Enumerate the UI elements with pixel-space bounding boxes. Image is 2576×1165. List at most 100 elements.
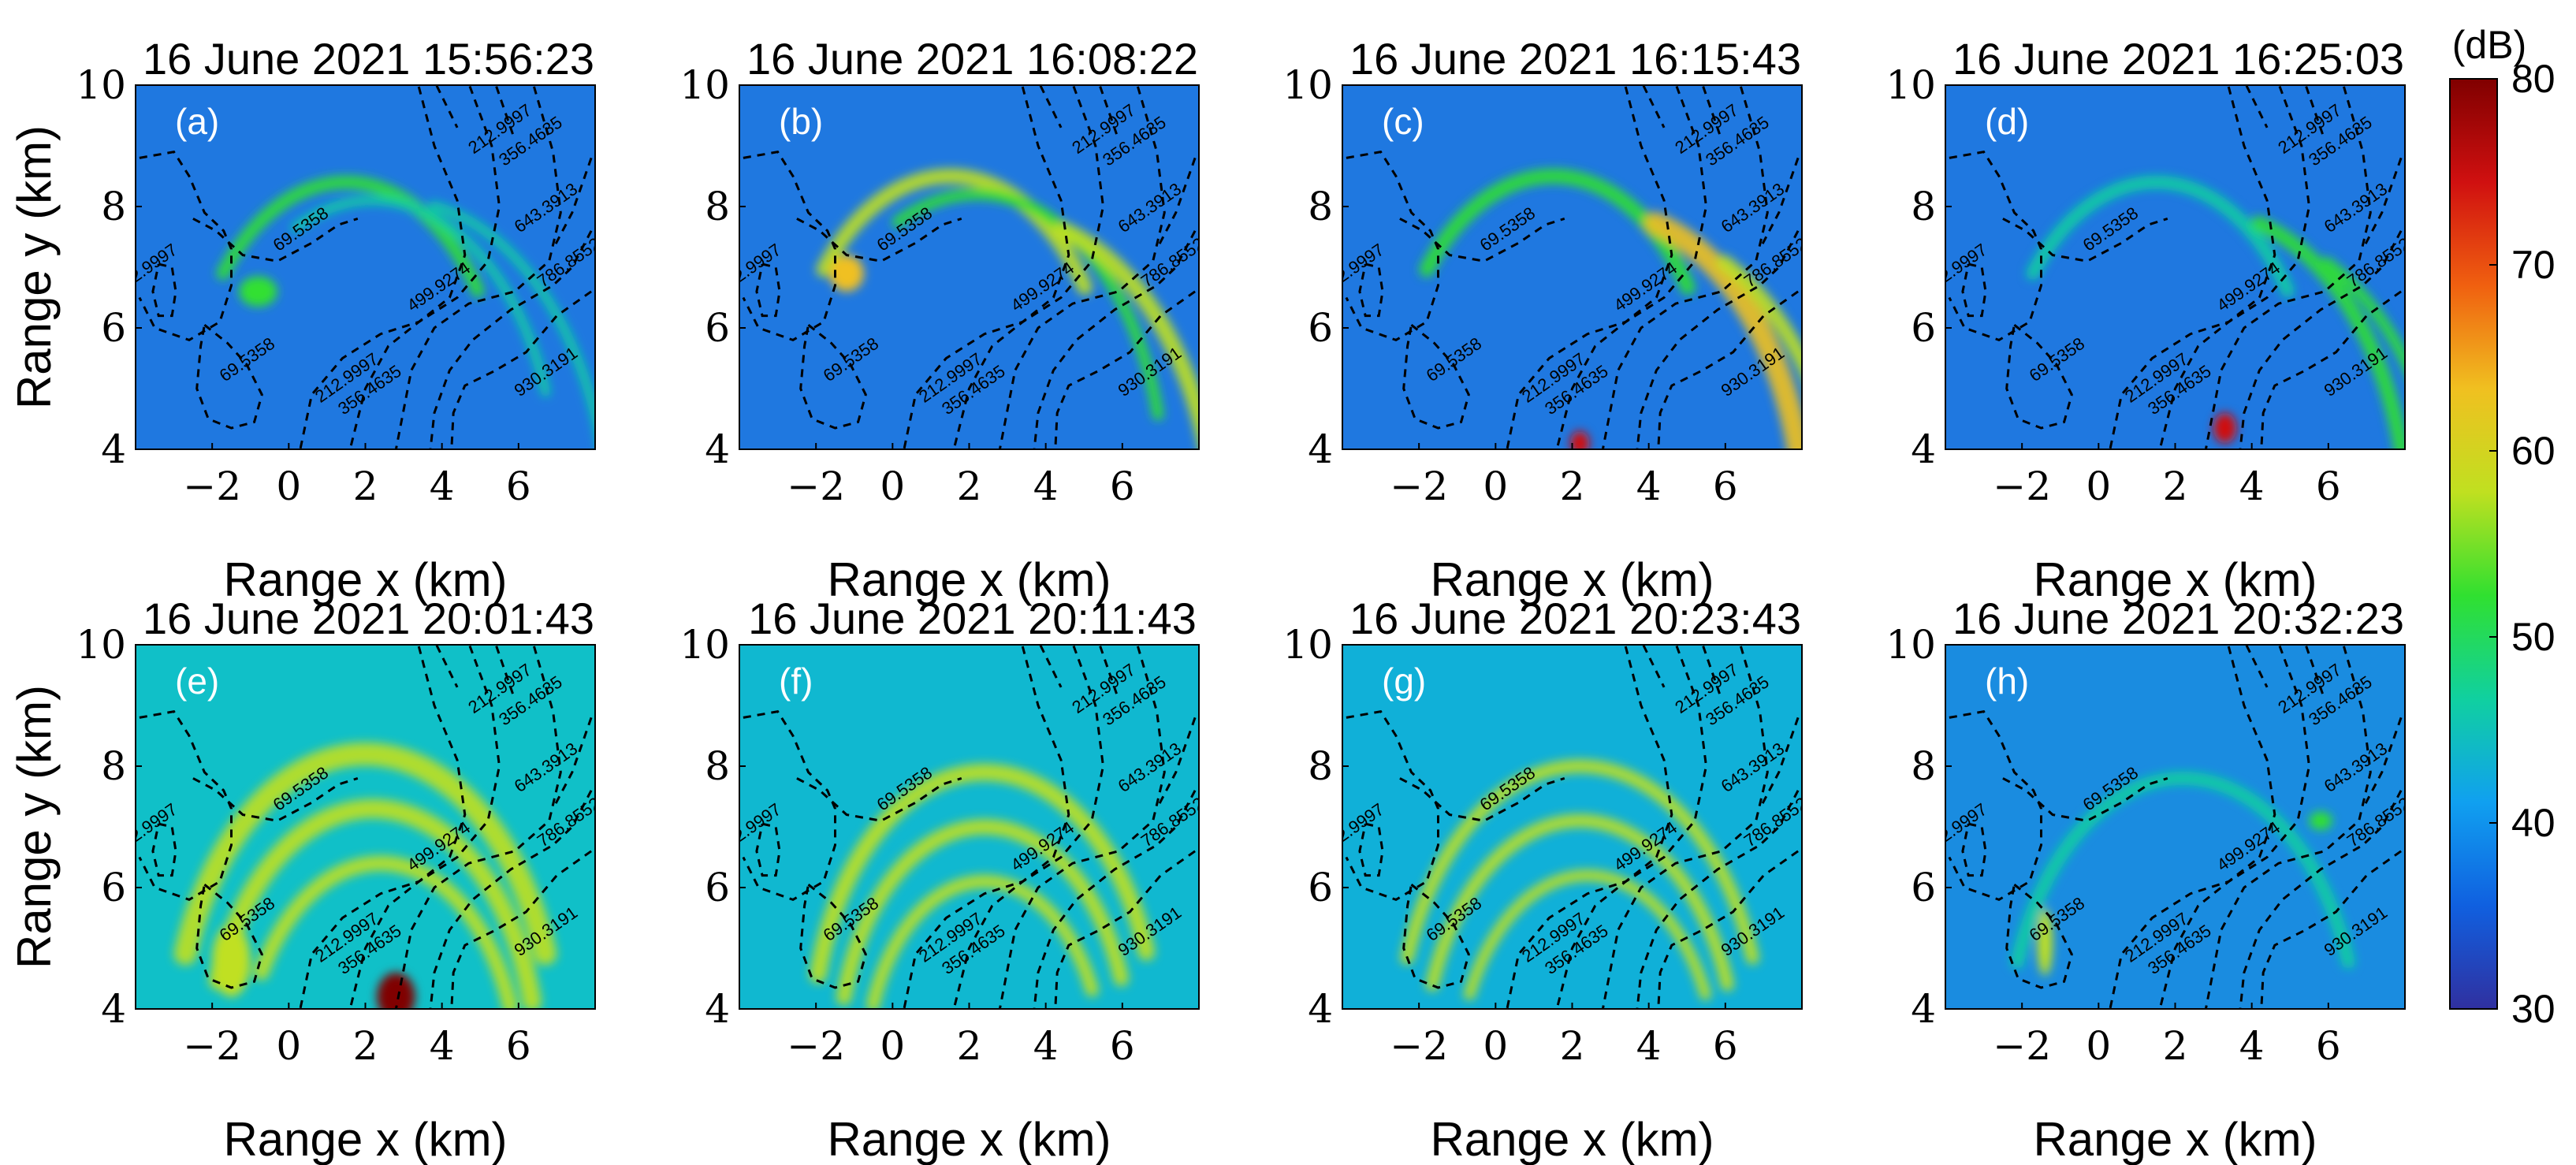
echo-blob [239,276,277,307]
echo-arc [1053,221,1199,449]
x-axis-label: Range x (km) [223,553,507,606]
y-tick-label: 8 [1911,184,1936,229]
contour-line [151,822,177,877]
x-tick-label: 6 [2316,463,2341,509]
contour-line [2260,850,2402,1009]
echo-blob [2213,412,2237,444]
x-tick-label: −2 [787,463,845,509]
contour-line [1657,290,1799,449]
contour-line [195,324,263,430]
contour-line [1657,850,1799,1009]
x-tick-label: 4 [2239,1023,2265,1069]
y-tick-label: 10 [76,622,126,668]
contour-line [552,716,593,810]
contour-line [755,822,781,877]
y-tick-label: 10 [1282,62,1333,108]
x-tick-label: 4 [430,463,455,509]
contour-line [195,884,263,989]
contour-line [998,645,1166,1009]
x-axis-label: Range x (km) [827,1113,1111,1165]
contour-line [450,850,592,1009]
echo-features [809,763,1156,1009]
contour-line [1345,710,1439,902]
echo-features [173,743,557,1009]
echo-arc [1425,813,1734,992]
x-tick-label: 2 [957,1023,982,1069]
panel-title: 16 June 2021 16:15:43 [1349,34,1801,84]
echo-blob [377,972,415,1009]
colorbar: 30 40 50 60 70 80(dB) [2449,23,2556,1031]
x-tick-label: −2 [1993,1023,2051,1069]
y-tick-label: 6 [1308,865,1333,910]
panel-letter: (e) [175,661,219,702]
x-tick-label: 2 [2163,1023,2188,1069]
contour-line [1948,151,2042,342]
echo-arc [1400,759,1759,965]
x-tick-label: −2 [1390,1023,1448,1069]
panel-letter: (a) [175,101,219,142]
contour-line [2158,645,2311,1009]
x-tick-label: 0 [276,1023,301,1069]
contour-line [1759,157,1800,250]
contour-line [1038,85,1063,128]
contour-line [494,85,516,140]
contour-line [348,85,501,449]
x-tick-label: 6 [1110,463,1135,509]
y-tick-label: 10 [1885,62,1936,108]
contour-line [394,645,562,1009]
colorbar-tick-label: 30 [2511,987,2556,1031]
x-tick-label: −2 [1993,463,2051,509]
y-tick-label: 8 [705,743,730,789]
contour-line [1961,822,1987,877]
x-tick-label: 0 [2086,1023,2111,1069]
contour-line [394,85,562,449]
y-tick-label: 10 [1885,622,1936,668]
contour-line [138,151,233,342]
contour-line [494,645,516,700]
echo-blob [829,255,864,292]
echo-features [2026,175,2405,449]
contour-line [1759,716,1800,810]
x-tick-label: 2 [2163,463,2188,509]
y-tick-label: 4 [1911,986,1936,1032]
contour-line [434,85,459,128]
panel-title: 16 June 2021 15:56:23 [143,34,594,84]
echo-arc [208,798,542,1009]
x-tick-label: 4 [1636,1023,1662,1069]
contour-line [1601,645,1769,1009]
echo-arc [1716,255,1802,379]
y-tick-label: 8 [101,743,126,789]
contour-line [1506,645,1673,1009]
y-tick-label: 4 [705,986,730,1032]
y-tick-label: 10 [1282,622,1333,668]
y-tick-label: 4 [101,426,126,472]
panel-letter: (b) [779,101,823,142]
echo-arc [216,175,485,298]
panel-letter: (f) [779,661,813,702]
colorbar-tick-label: 40 [2511,801,2556,845]
contour-line [903,85,1070,449]
x-tick-label: 0 [880,463,905,509]
x-tick-label: 0 [880,1023,905,1069]
contour-line [1948,710,2042,902]
x-tick-label: 2 [1560,463,1585,509]
contour-line [1033,790,1197,1009]
y-tick-label: 10 [679,62,730,108]
x-tick-label: 4 [1033,463,1059,509]
echo-arc [290,195,551,397]
contour-line [1358,822,1384,877]
echo-features [216,175,595,436]
echo-arc [173,743,557,966]
contour-line [434,645,459,688]
x-tick-label: 6 [506,1023,531,1069]
contour-line [1601,85,1769,449]
contour-line [1038,645,1063,688]
